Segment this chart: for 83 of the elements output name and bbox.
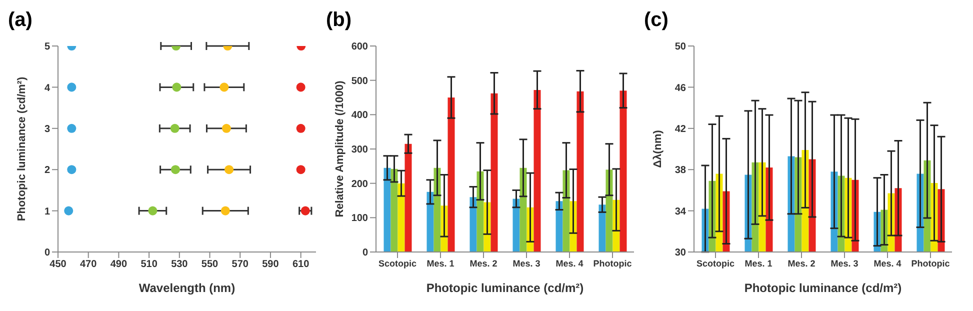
bar [398,183,405,252]
bar [470,197,477,252]
point [296,165,306,174]
bar [576,91,584,252]
bar [598,204,606,252]
y-axis-title: Relative Amplitude (/1000) [334,80,346,218]
bar [448,98,455,252]
point [220,206,230,216]
point [296,124,306,133]
bar [490,93,498,252]
y-tick-label: 2 [44,165,50,176]
y-axis-title: Δλ(nm) [652,130,664,168]
y-tick-label: 5 [44,42,50,53]
y-tick-label: 3 [44,124,50,135]
y-tick-label: 100 [351,213,368,224]
bar [534,90,541,252]
y-axis-title: Photopic luminance (cd/m²) [16,76,28,222]
point [222,124,231,133]
x-tick-label: 590 [262,259,280,270]
x-tick-label: Photopic [911,258,950,268]
chart-title: (b) [326,8,353,32]
y-tick-label: 30 [674,248,686,259]
x-tick-label: 490 [110,259,128,270]
x-tick-label: Scotopic [696,258,735,268]
point [67,124,76,133]
y-tick-label: 0 [44,248,50,259]
x-tick-label: Scotopic [378,258,417,268]
y-tick-label: 42 [674,124,686,135]
bar [620,90,627,252]
bar [390,168,398,252]
chart-title: (a) [8,8,34,32]
x-tick-label: 550 [201,259,219,270]
y-tick-label: 0 [362,248,368,259]
point [148,206,158,216]
x-tick-label: 530 [171,259,188,270]
y-tick-label: 38 [674,165,686,176]
y-tick-label: 4 [44,82,50,94]
x-tick-label: Mes. 3 [512,258,540,268]
bar [556,201,563,252]
point [224,165,234,174]
point [172,82,182,92]
point [67,165,76,174]
x-tick-label: 450 [50,259,67,270]
y-tick-label: 300 [351,144,368,156]
point [300,206,310,216]
point [170,124,180,133]
point [220,82,229,92]
y-tick-label: 400 [351,110,368,122]
bar [512,198,520,252]
y-tick-label: 34 [674,206,686,218]
x-tick-label: Mes. 1 [426,258,454,268]
x-tick-label: 470 [80,259,98,270]
x-tick-label: Mes. 3 [830,258,858,268]
x-tick-label: 570 [232,259,249,270]
x-axis-title: Wavelength (nm) [138,281,236,295]
y-tick-label: 50 [674,42,686,53]
x-axis-title: Photopic luminance (cd/m²) [744,281,902,295]
y-tick-label: 500 [351,76,368,87]
x-tick-label: 610 [292,259,310,270]
x-tick-label: Mes. 2 [470,258,498,268]
x-tick-label: Mes. 2 [788,258,816,268]
y-tick-label: 1 [44,206,50,218]
x-tick-label: Mes. 4 [556,258,584,268]
x-axis-title: Photopic luminance (cd/m²) [426,281,584,295]
x-tick-label: Mes. 1 [744,258,772,268]
bar [606,170,613,252]
bar [434,168,441,252]
chart-title: (c) [644,8,670,32]
y-tick-label: 200 [351,178,368,190]
x-tick-label: Mes. 4 [874,258,902,268]
y-tick-label: 46 [674,82,686,94]
point [64,206,74,216]
point [170,165,180,174]
point [296,82,306,92]
bar [404,144,412,252]
bar [476,171,484,252]
bar [562,170,570,252]
x-tick-label: Photopic [593,258,632,268]
x-tick-label: 510 [140,259,158,270]
point [67,82,76,92]
bar [384,168,391,252]
bar [426,192,434,252]
y-tick-label: 600 [351,42,368,53]
